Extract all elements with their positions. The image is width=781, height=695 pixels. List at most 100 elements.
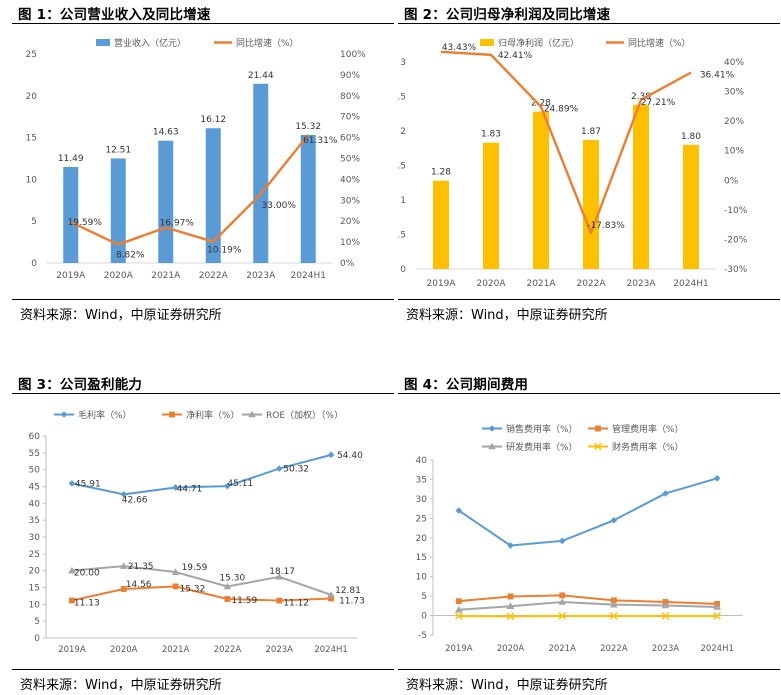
data-label: 50.32 bbox=[283, 465, 309, 475]
data-point bbox=[327, 591, 335, 598]
data-point bbox=[713, 603, 721, 610]
data-point bbox=[275, 465, 283, 472]
data-point bbox=[223, 582, 232, 590]
y-right-tick: 40% bbox=[724, 58, 744, 68]
legend-bar-label: 营业收入（亿元） bbox=[114, 37, 186, 49]
y-left-tick: 0 bbox=[400, 265, 406, 275]
bar-value-label: 1.80 bbox=[681, 132, 701, 142]
bar bbox=[253, 83, 269, 263]
y-left-tick: 1.5 bbox=[398, 162, 406, 172]
series-line bbox=[71, 565, 332, 596]
data-label: 11.13 bbox=[74, 599, 100, 609]
panel-fig2: 图 2：公司归母净利润及同比增速 0 0.5 1 1.5 2 2.5 3 -30% -20% -1… bbox=[398, 0, 780, 330]
bar bbox=[483, 142, 499, 269]
data-point bbox=[506, 602, 515, 610]
y-tick-label: 25 bbox=[29, 550, 40, 560]
x-tick-label: 2021A bbox=[162, 645, 190, 655]
x-tick-label: 2019A bbox=[58, 645, 86, 655]
y-tick-label: 0 bbox=[421, 612, 427, 622]
legend-label: 毛利率（%） bbox=[78, 409, 132, 421]
x-tick-label: 2020A bbox=[476, 279, 506, 289]
y-right-tick: 0% bbox=[340, 259, 355, 269]
legend-label: 销售费用率（%） bbox=[506, 423, 578, 435]
y-left-tick: 2 bbox=[400, 127, 406, 137]
fig3-top-rule bbox=[12, 393, 394, 394]
line-value-label: 36.41% bbox=[700, 71, 735, 81]
y-left-tick: 3 bbox=[400, 58, 406, 68]
data-label: 54.40 bbox=[337, 451, 363, 461]
data-point bbox=[172, 583, 179, 590]
y-right-tick: 80% bbox=[340, 92, 360, 102]
line-value-label: -17.83% bbox=[587, 221, 625, 231]
data-label: 45.91 bbox=[75, 479, 101, 489]
data-point bbox=[661, 612, 670, 620]
legend-swatch-marker bbox=[488, 442, 496, 450]
series-line bbox=[71, 453, 332, 496]
y-tick-label: 55 bbox=[29, 449, 40, 459]
y-right-tick: 70% bbox=[340, 113, 360, 123]
series-line bbox=[458, 594, 718, 605]
data-point bbox=[713, 474, 721, 482]
bar bbox=[633, 104, 649, 269]
line-value-label: 42.41% bbox=[498, 51, 533, 61]
y-tick-label: 20 bbox=[29, 567, 41, 577]
fig3-source: 资料来源：Wind，中原证券研究所 bbox=[20, 678, 222, 693]
bar-value-label: 2.38 bbox=[631, 92, 651, 102]
y-left-tick: 15 bbox=[26, 134, 37, 144]
data-point bbox=[506, 612, 515, 621]
fig4-top-rule bbox=[398, 393, 780, 394]
y-left-tick: 5 bbox=[31, 217, 37, 227]
data-point bbox=[276, 597, 283, 604]
x-tick-label: 2020A bbox=[497, 644, 525, 654]
bar-value-label: 1.83 bbox=[481, 130, 501, 140]
legend-label: 管理费用率（%） bbox=[612, 423, 684, 435]
fig2-top-rule bbox=[398, 23, 780, 24]
growth-line bbox=[70, 134, 310, 246]
series-line bbox=[458, 600, 718, 611]
x-tick-label: 2024H1 bbox=[673, 279, 708, 289]
data-point bbox=[610, 612, 618, 620]
bar-value-label: 21.44 bbox=[248, 71, 274, 81]
line-value-label: 33.00% bbox=[262, 201, 297, 211]
data-point bbox=[327, 451, 335, 459]
x-tick-label: 2020A bbox=[110, 645, 138, 655]
growth-line bbox=[440, 50, 692, 235]
y-right-tick: 40% bbox=[340, 175, 360, 185]
x-tick-label: 2023A bbox=[626, 279, 656, 289]
fig2-bottom-rule bbox=[398, 299, 780, 300]
fig1-top-rule bbox=[12, 23, 394, 24]
data-point bbox=[455, 605, 463, 613]
fig3-title: 图 3：公司盈利能力 bbox=[18, 377, 143, 393]
x-tick-label: 2024H1 bbox=[700, 644, 733, 654]
legend-bar-label: 归母净利润（亿元） bbox=[498, 37, 579, 49]
bar-value-label: 16.12 bbox=[200, 115, 226, 125]
x-tick-label: 2022A bbox=[576, 279, 606, 289]
y-right-tick: 20% bbox=[724, 117, 744, 127]
y-left-tick: 10 bbox=[26, 175, 38, 185]
y-right-tick: 60% bbox=[340, 134, 360, 144]
legend-label: ROE（加权）（%） bbox=[266, 409, 343, 421]
bar-value-label: 11.49 bbox=[58, 154, 84, 164]
y-right-tick: 0% bbox=[724, 176, 739, 186]
y-left-tick: 2.5 bbox=[398, 93, 406, 103]
series-line bbox=[458, 477, 718, 547]
x-tick-label: 2023A bbox=[266, 645, 294, 655]
y-tick-label: 60 bbox=[29, 432, 41, 442]
y-tick-label: 50 bbox=[29, 466, 41, 476]
data-label: 21.35 bbox=[128, 562, 154, 572]
data-point bbox=[610, 597, 617, 604]
y-left-tick: 20 bbox=[26, 92, 38, 102]
x-tick-label: 2023A bbox=[652, 644, 680, 654]
y-left-tick: 25 bbox=[26, 50, 37, 60]
fig2-title: 图 2：公司归母净利润及同比增速 bbox=[404, 7, 611, 23]
y-tick-label: 5 bbox=[34, 617, 40, 627]
legend-label: 净利率（%） bbox=[186, 409, 240, 421]
data-point bbox=[558, 598, 566, 605]
legend-swatch-marker bbox=[595, 425, 601, 432]
data-point bbox=[558, 537, 566, 545]
y-right-tick: -30% bbox=[724, 265, 748, 275]
y-right-tick: 20% bbox=[340, 217, 360, 227]
data-label: 15.32 bbox=[180, 584, 206, 594]
legend-swatch-marker bbox=[594, 442, 602, 451]
data-label: 44.71 bbox=[177, 484, 203, 494]
